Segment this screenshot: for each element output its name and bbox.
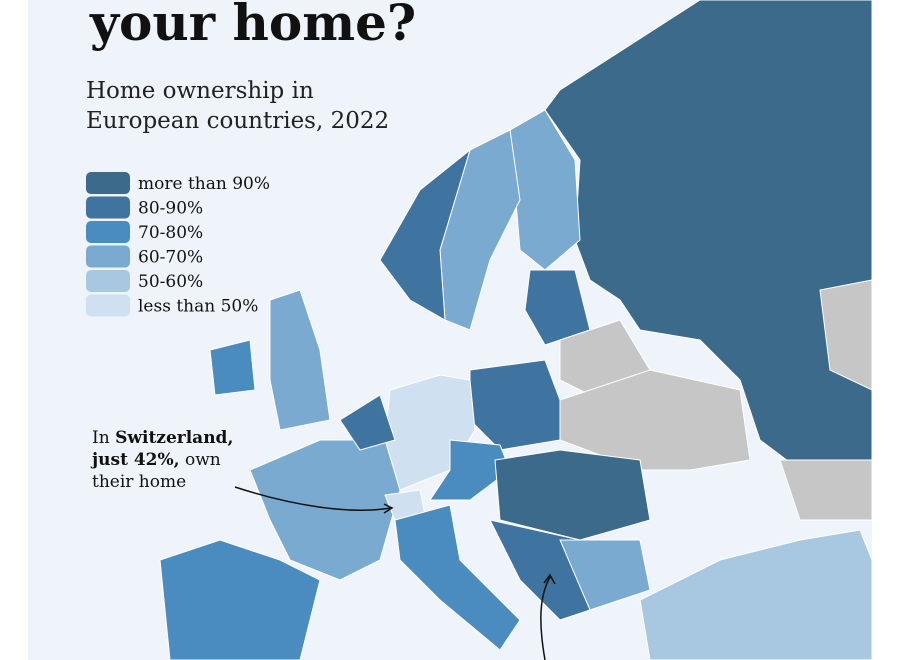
france — [249, 439, 401, 581]
legend-label: 50-60% — [138, 272, 203, 292]
annotation-line: just 42%, own — [90, 450, 221, 470]
annotation-run: just 42%, — [90, 450, 180, 470]
legend: more than 90% 80-90% 70-80% 60-70% 50-60% les… — [86, 172, 270, 317]
turkey — [639, 529, 873, 660]
legend-swatch — [86, 245, 130, 268]
kazakhstan — [819, 279, 873, 391]
annotation-line: their home — [92, 472, 186, 492]
ukraine — [559, 369, 751, 471]
iberia — [159, 539, 321, 660]
annotation-run: In — [92, 428, 115, 448]
caucasus — [779, 459, 873, 521]
annotation-run: Switzerland, — [115, 428, 233, 448]
czechia-austria — [429, 439, 511, 501]
legend-swatch — [86, 172, 130, 194]
legend-label: 80-90% — [138, 199, 203, 219]
legend-label: 70-80% — [138, 223, 203, 243]
legend-label: less than 50% — [138, 297, 258, 317]
subtitle-line: Home ownership in — [86, 78, 314, 104]
italy — [394, 504, 521, 651]
legend-swatch — [86, 221, 130, 243]
benelux — [339, 394, 396, 451]
arrow — [234, 486, 391, 511]
legend-label: more than 90% — [138, 174, 270, 194]
annotation-run: their home — [92, 472, 186, 492]
russia — [544, 0, 873, 471]
arrow-head — [543, 573, 556, 585]
annotation-line: In Switzerland, — [92, 428, 233, 448]
bulgaria-greece — [559, 539, 651, 611]
legend-label: 60-70% — [138, 248, 203, 268]
norway — [379, 148, 471, 321]
subtitle-line: European countries, 2022 — [86, 108, 389, 134]
legend-swatch — [86, 294, 130, 317]
arrow-head — [383, 503, 394, 514]
title: your home? — [89, 0, 416, 52]
legend-swatch — [86, 196, 130, 219]
arrow — [540, 576, 551, 660]
hungary-romania — [494, 449, 651, 541]
ireland — [209, 339, 256, 396]
annotation-run: own — [180, 450, 221, 470]
countries — [159, 0, 873, 660]
legend-swatch — [86, 270, 130, 292]
uk — [269, 289, 331, 431]
